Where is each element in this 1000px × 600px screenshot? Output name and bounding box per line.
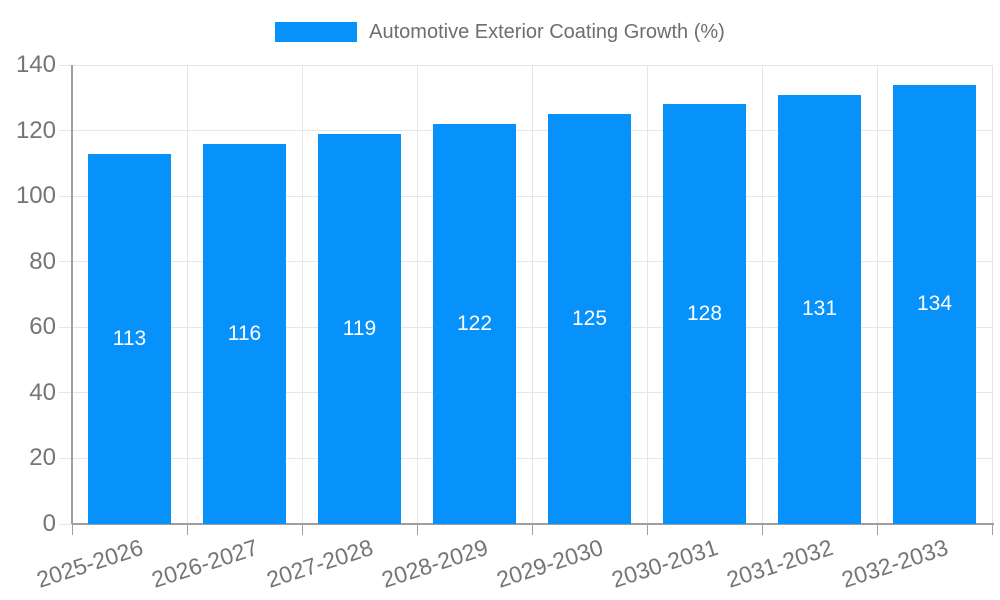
y-tick-label: 0 [42, 510, 56, 537]
bar[interactable] [433, 124, 516, 524]
bar-value-label: 128 [686, 302, 723, 326]
bar-value-label: 116 [227, 321, 262, 345]
y-axis-tick [59, 392, 72, 394]
bar[interactable] [893, 84, 976, 524]
y-axis-tick [59, 130, 72, 132]
y-axis-tick [59, 326, 72, 328]
x-tick-label: 2027-2028 [262, 534, 376, 593]
bar-value-label: 119 [342, 316, 377, 340]
gridline-vertical [186, 65, 188, 524]
y-axis-line [71, 65, 73, 524]
x-axis-tick [761, 524, 763, 535]
bar[interactable] [318, 133, 401, 524]
legend-swatch [275, 22, 358, 42]
gridline-vertical [761, 65, 763, 524]
gridline-vertical [531, 65, 533, 524]
x-tick-label: 2031-2032 [722, 534, 836, 593]
bar-value-label: 134 [916, 292, 953, 316]
bar-value-label: 113 [112, 326, 147, 350]
y-tick-label: 20 [29, 444, 56, 472]
gridline-vertical [646, 65, 648, 524]
x-axis-tick [646, 524, 648, 535]
x-tick-label: 2026-2027 [147, 534, 261, 593]
y-axis-tick [59, 64, 72, 66]
bar[interactable] [203, 143, 286, 524]
y-tick-label: 60 [29, 313, 56, 341]
y-tick-label: 120 [15, 116, 56, 144]
y-tick-label: 80 [29, 247, 56, 275]
x-axis-tick [876, 524, 878, 535]
bar[interactable] [88, 153, 171, 524]
x-axis-tick [301, 524, 303, 535]
x-tick-label: 2030-2031 [607, 534, 721, 593]
y-axis-tick [59, 523, 72, 525]
bar[interactable] [778, 94, 861, 524]
gridline-vertical [876, 65, 878, 524]
x-axis-tick [531, 524, 533, 535]
x-axis-tick [186, 524, 188, 535]
x-tick-label: 2029-2030 [492, 534, 606, 593]
bar-value-label: 122 [456, 312, 493, 335]
y-axis-tick [59, 261, 72, 263]
x-tick-label: 2032-2033 [837, 534, 951, 593]
y-tick-label: 100 [15, 182, 56, 210]
x-axis-tick [991, 524, 993, 535]
x-tick-label: 2025-2026 [32, 534, 146, 593]
bar-value-label: 131 [801, 297, 838, 321]
legend-item[interactable]: Automotive Exterior Coating Growth (%) [0, 22, 1000, 42]
x-axis-line [72, 523, 994, 525]
y-tick-label: 40 [29, 378, 56, 406]
gridline-vertical [991, 65, 993, 524]
y-axis-tick [59, 195, 72, 197]
x-axis-tick [416, 524, 418, 535]
bar-value-label: 125 [571, 307, 608, 331]
y-tick-label: 140 [15, 51, 56, 78]
x-tick-label: 2028-2029 [377, 534, 491, 593]
gridline-vertical [416, 65, 418, 524]
gridline-vertical [301, 65, 303, 524]
bar[interactable] [663, 104, 746, 524]
y-axis-tick [59, 457, 72, 459]
legend-label: Automotive Exterior Coating Growth (%) [369, 21, 725, 43]
bar[interactable] [548, 114, 631, 524]
x-axis-tick [71, 524, 73, 535]
